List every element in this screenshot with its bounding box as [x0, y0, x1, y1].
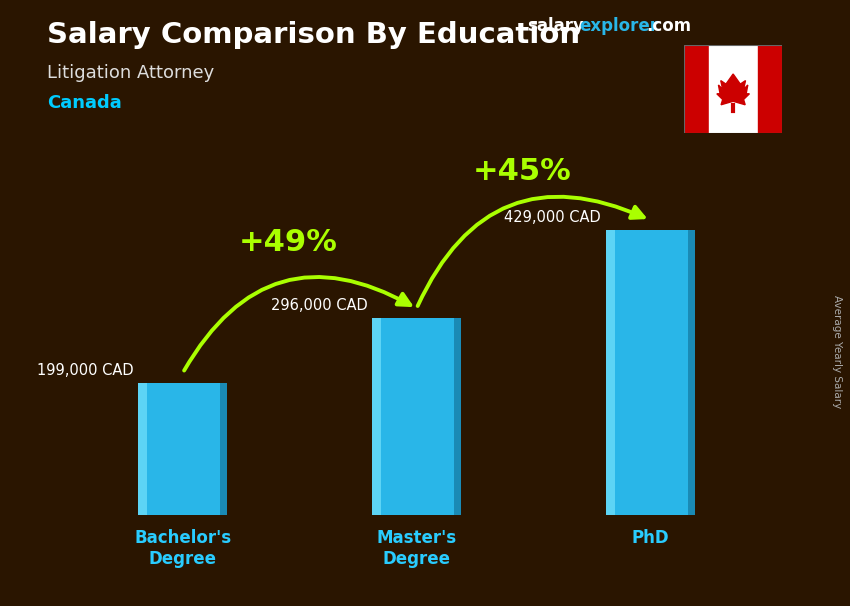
- Text: 296,000 CAD: 296,000 CAD: [270, 298, 367, 313]
- Bar: [606, 230, 615, 515]
- Text: +45%: +45%: [473, 157, 571, 186]
- Text: Litigation Attorney: Litigation Attorney: [47, 64, 214, 82]
- Text: Salary Comparison By Education: Salary Comparison By Education: [47, 21, 580, 49]
- Bar: [220, 383, 227, 515]
- Text: Average Yearly Salary: Average Yearly Salary: [832, 295, 842, 408]
- Bar: [139, 383, 147, 515]
- Bar: [709, 45, 757, 133]
- Text: Canada: Canada: [47, 94, 122, 112]
- Polygon shape: [717, 74, 750, 105]
- Bar: [372, 319, 461, 515]
- Bar: [757, 45, 782, 133]
- Bar: [139, 383, 227, 515]
- Bar: [372, 319, 381, 515]
- Text: explorer: explorer: [580, 17, 659, 35]
- Text: 429,000 CAD: 429,000 CAD: [504, 210, 601, 225]
- Bar: [684, 45, 709, 133]
- Bar: [606, 230, 694, 515]
- Text: salary: salary: [527, 17, 584, 35]
- Text: +49%: +49%: [239, 228, 337, 257]
- Bar: [454, 319, 461, 515]
- Bar: [688, 230, 694, 515]
- Text: 199,000 CAD: 199,000 CAD: [37, 362, 133, 378]
- Text: .com: .com: [646, 17, 691, 35]
